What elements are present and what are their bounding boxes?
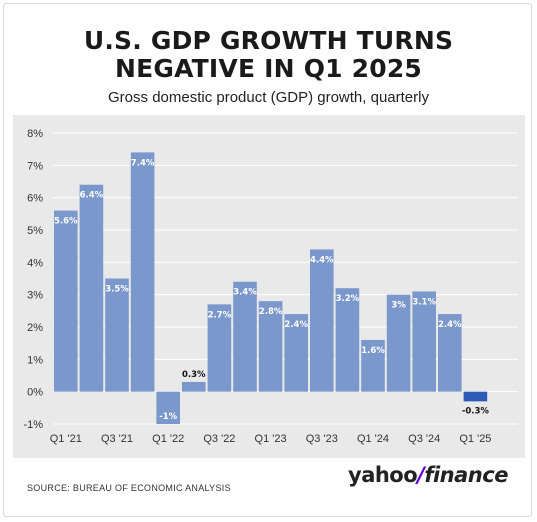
bar [156, 391, 180, 424]
x-tick-label: Q1 '22 [152, 433, 184, 445]
x-tick-label: Q3 '22 [203, 433, 235, 445]
bar [233, 281, 257, 392]
data-label: 3.5% [105, 285, 129, 295]
bar [310, 249, 334, 392]
y-tick-label: 5% [27, 225, 43, 237]
chart-title-line-2: NEGATIVE IN Q1 2025 [114, 54, 423, 83]
x-tick-label: Q3 '21 [101, 433, 133, 445]
data-label: 3% [391, 301, 406, 311]
data-label: 2.4% [284, 320, 308, 330]
data-label: 7.4% [131, 158, 155, 168]
bar [463, 391, 488, 402]
y-tick-label: 8% [27, 128, 43, 140]
bar [438, 314, 462, 392]
x-tick-label: Q1 '25 [459, 433, 491, 445]
y-tick-label: 6% [27, 193, 43, 205]
bar [79, 184, 104, 392]
data-label: -0.3% [462, 406, 490, 416]
data-label: 3.2% [336, 294, 360, 304]
data-label: 2.7% [208, 310, 232, 320]
bar [207, 304, 232, 392]
logo-finance: finance [424, 463, 508, 487]
data-label: 3.1% [412, 297, 436, 307]
data-label: 1.6% [361, 346, 385, 356]
bar [182, 381, 206, 392]
logo-slash: / [417, 463, 425, 487]
data-label: -1% [159, 412, 177, 422]
x-tick-label: Q3 '24 [408, 433, 440, 445]
y-tick-label: -1% [23, 419, 43, 431]
data-label: 2.8% [259, 307, 283, 317]
logo-yahoo: yahoo [348, 463, 418, 487]
y-tick-label: 3% [27, 290, 43, 302]
data-label: 3.4% [233, 288, 257, 298]
data-label: 5.6% [54, 217, 78, 227]
bar [412, 291, 436, 392]
bar [258, 301, 283, 392]
source-note: SOURCE: BUREAU OF ECONOMIC ANALYSIS [27, 483, 231, 493]
bar [284, 314, 308, 392]
x-tick-label: Q3 '23 [306, 433, 338, 445]
data-label: 2.4% [438, 320, 462, 330]
bar [386, 294, 411, 392]
chart-title: U.S. GDP GROWTH TURNS NEGATIVE IN Q1 202… [0, 27, 537, 83]
y-tick-label: 4% [27, 257, 43, 269]
data-label: 4.4% [310, 255, 334, 265]
y-tick-label: 0% [27, 387, 43, 399]
data-label: 6.4% [80, 191, 104, 201]
yahoo-finance-logo: yahoo/finance [348, 463, 508, 487]
data-label: 0.3% [182, 370, 206, 380]
chart-title-line-1: U.S. GDP GROWTH TURNS [83, 26, 454, 55]
x-tick-label: Q1 '23 [255, 433, 287, 445]
x-tick-label: Q1 '24 [357, 433, 389, 445]
bar [130, 152, 155, 392]
y-tick-label: 1% [27, 354, 43, 366]
bar-chart: -1% 0% 1% 2% 3% 4% 5% 6% 7% 8% 5.6% Q1 '21 6.4% 3.5% Q… [23, 128, 518, 445]
y-tick-label: 7% [27, 160, 43, 172]
bar [54, 210, 78, 392]
bar [361, 339, 385, 392]
chart-subtitle: Gross domestic product (GDP) growth, qua… [108, 89, 429, 106]
bar [335, 288, 360, 392]
bar [105, 278, 129, 392]
y-tick-label: 2% [27, 322, 43, 334]
x-tick-label: Q1 '21 [50, 433, 82, 445]
